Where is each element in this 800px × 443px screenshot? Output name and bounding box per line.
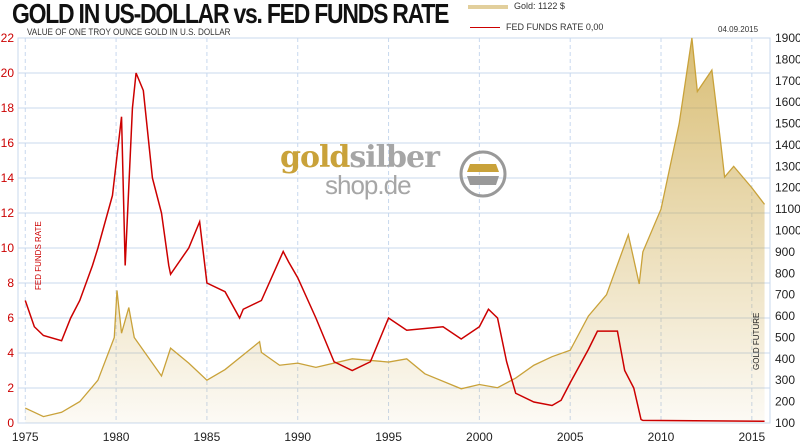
logo-gold: gold (280, 140, 350, 175)
x-tick-label: 1980 (103, 430, 130, 443)
logo-shop: shop.de (325, 170, 412, 200)
logo-silber: silber (349, 140, 440, 175)
y2-tick-label: 1800 (775, 52, 800, 66)
chart-title: GOLD IN US-DOLLAR vs. FED FUNDS RATE (12, 0, 449, 29)
y-tick-label: 10 (1, 241, 15, 255)
y-tick-label: 0 (7, 416, 14, 430)
y2-tick-label: 400 (775, 352, 795, 366)
y2-tick-label: 700 (775, 288, 795, 302)
y2-tick-label: 1300 (775, 159, 800, 173)
y-tick-label: 8 (7, 276, 14, 290)
x-tick-label: 1985 (194, 430, 221, 443)
y2-tick-label: 300 (775, 373, 795, 387)
x-tick-label: 1990 (284, 430, 311, 443)
goldsilber-logo: goldsilber shop.de (280, 140, 507, 200)
y-axis-label: FED FUNDS RATE (34, 221, 43, 290)
y-tick-label: 6 (7, 311, 14, 325)
gold-line (24, 37, 766, 418)
y-tick-label: 16 (1, 136, 15, 150)
y2-tick-label: 1400 (775, 138, 800, 152)
y2-tick-label: 1600 (775, 95, 800, 109)
x-tick-label: 2005 (557, 430, 584, 443)
legend-fed: FED FUNDS RATE 0,00 (470, 22, 603, 32)
y2-tick-label: 200 (775, 395, 795, 409)
y2-tick-label: 1500 (775, 117, 800, 131)
y2-tick-label: 800 (775, 266, 795, 280)
y2-tick-label: 1200 (775, 181, 800, 195)
x-tick-label: 2015 (738, 430, 765, 443)
legend-fed-label: FED FUNDS RATE 0,00 (506, 22, 604, 32)
y-tick-label: 14 (1, 171, 15, 185)
y-tick-label: 18 (1, 101, 15, 115)
y2-axis-label: GOLD FUTURE (752, 313, 761, 370)
y2-tick-label: 900 (775, 245, 795, 259)
y-tick-label: 22 (1, 31, 15, 45)
x-tick-label: 2010 (648, 430, 675, 443)
legend-gold: Gold: 1122 $ (468, 1, 565, 12)
x-tick-label: 1975 (12, 430, 39, 443)
chart-subtitle: VALUE OF ONE TROY OUNCE GOLD IN U.S. DOL… (27, 27, 231, 37)
logo-bar-icon (459, 150, 507, 198)
x-tick-label: 1995 (375, 430, 402, 443)
date-label: 04.09.2015 (718, 25, 759, 34)
y-tick-label: 2 (7, 381, 14, 395)
y-tick-label: 12 (1, 206, 15, 220)
y2-tick-label: 600 (775, 309, 795, 323)
legend-gold-label: Gold: 1122 $ (514, 1, 565, 11)
y-tick-label: 20 (1, 66, 15, 80)
gold-area (25, 38, 765, 423)
y-tick-label: 4 (7, 346, 14, 360)
fed-funds-line (24, 72, 765, 422)
y2-tick-label: 500 (775, 330, 795, 344)
x-tick-label: 2000 (466, 430, 493, 443)
y2-tick-label: 1100 (775, 202, 800, 216)
y2-tick-label: 100 (775, 416, 795, 430)
y2-tick-label: 1900 (775, 31, 800, 45)
y2-tick-label: 1700 (775, 74, 800, 88)
y2-tick-label: 1000 (775, 224, 800, 238)
